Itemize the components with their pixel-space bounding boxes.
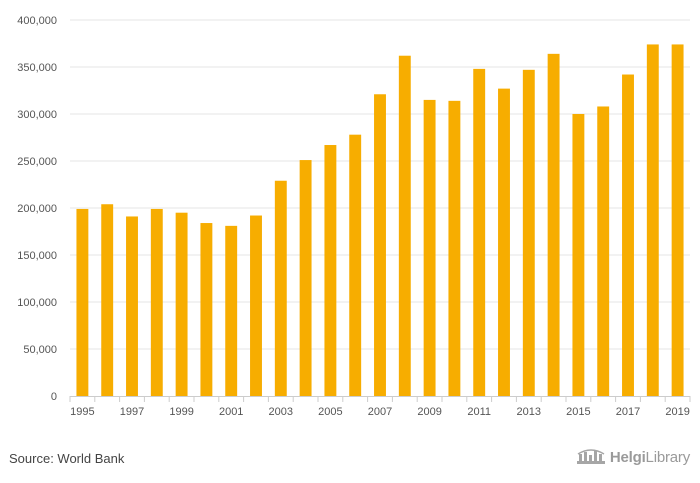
bar-2015 xyxy=(572,114,585,396)
bar-2007 xyxy=(374,94,386,396)
y-tick-label: 300,000 xyxy=(17,109,57,121)
x-axis-ticks: 1995 1997 1999 2001 2003 2005 2007 2009 2011 2013… xyxy=(69,396,691,418)
bar-1997 xyxy=(126,216,138,396)
bar-2008 xyxy=(398,55,411,396)
source-note: Source: World Bank xyxy=(9,451,125,466)
x-tick-label: 1997 xyxy=(120,406,144,418)
bar-1996 xyxy=(101,204,114,396)
x-tick-label: 2003 xyxy=(269,406,293,418)
x-tick-label: 2001 xyxy=(219,406,243,418)
bar-2000 xyxy=(200,223,213,396)
logo-text: HelgiLibrary xyxy=(610,449,690,466)
x-tick-label: 2015 xyxy=(566,406,590,418)
bar-2014 xyxy=(547,53,560,397)
y-tick-label: 250,000 xyxy=(17,156,57,168)
bar-2019 xyxy=(671,44,684,396)
y-tick-label: 100,000 xyxy=(17,297,57,309)
y-tick-label: 150,000 xyxy=(17,250,57,262)
logo-text-bold: Helgi xyxy=(609,448,646,466)
x-tick-label: 2007 xyxy=(368,406,392,418)
bar-2003 xyxy=(274,180,287,396)
bar-1999 xyxy=(175,212,188,396)
bar-2017 xyxy=(622,74,634,397)
bar-2006 xyxy=(349,134,362,396)
bar-2018 xyxy=(646,44,659,396)
x-tick-label: 2017 xyxy=(616,406,640,418)
bar-2001 xyxy=(225,225,238,396)
bar-2013 xyxy=(522,69,535,396)
x-tick-label: 2019 xyxy=(665,406,689,418)
helgilibrary-logo: HelgiLibrary xyxy=(576,448,690,466)
y-tick-label: 0 xyxy=(51,391,57,403)
bar-2011 xyxy=(473,68,486,396)
bar-2002 xyxy=(250,215,262,396)
y-tick-label: 200,000 xyxy=(17,203,57,215)
y-tick-label: 400,000 xyxy=(17,15,57,27)
bar-1995 xyxy=(76,208,89,396)
bar-2012 xyxy=(498,88,510,397)
x-tick-label: 2005 xyxy=(318,406,342,418)
bar-chart: 0 50,000 100,000 150,000 200,000 250,000 300,0… xyxy=(17,15,691,418)
y-axis-ticks: 0 50,000 100,000 150,000 200,000 250,000 300,0… xyxy=(17,15,57,403)
x-tick-label: 1995 xyxy=(70,406,94,418)
x-tick-label: 2013 xyxy=(517,406,541,418)
x-tick-label: 2009 xyxy=(417,406,441,418)
x-tick-label: 1999 xyxy=(169,406,193,418)
y-tick-label: 50,000 xyxy=(23,344,57,356)
y-tick-label: 350,000 xyxy=(17,62,57,74)
bar-1998 xyxy=(150,208,163,396)
bar-2004 xyxy=(299,160,312,396)
bars xyxy=(76,44,684,397)
bar-2009 xyxy=(423,99,436,397)
bar-2016 xyxy=(597,106,610,396)
library-logo-icon xyxy=(576,449,605,464)
bar-2005 xyxy=(324,145,337,396)
logo-text-regular: Library xyxy=(645,448,691,466)
x-tick-label: 2011 xyxy=(467,406,491,418)
bar-2010 xyxy=(448,100,461,396)
